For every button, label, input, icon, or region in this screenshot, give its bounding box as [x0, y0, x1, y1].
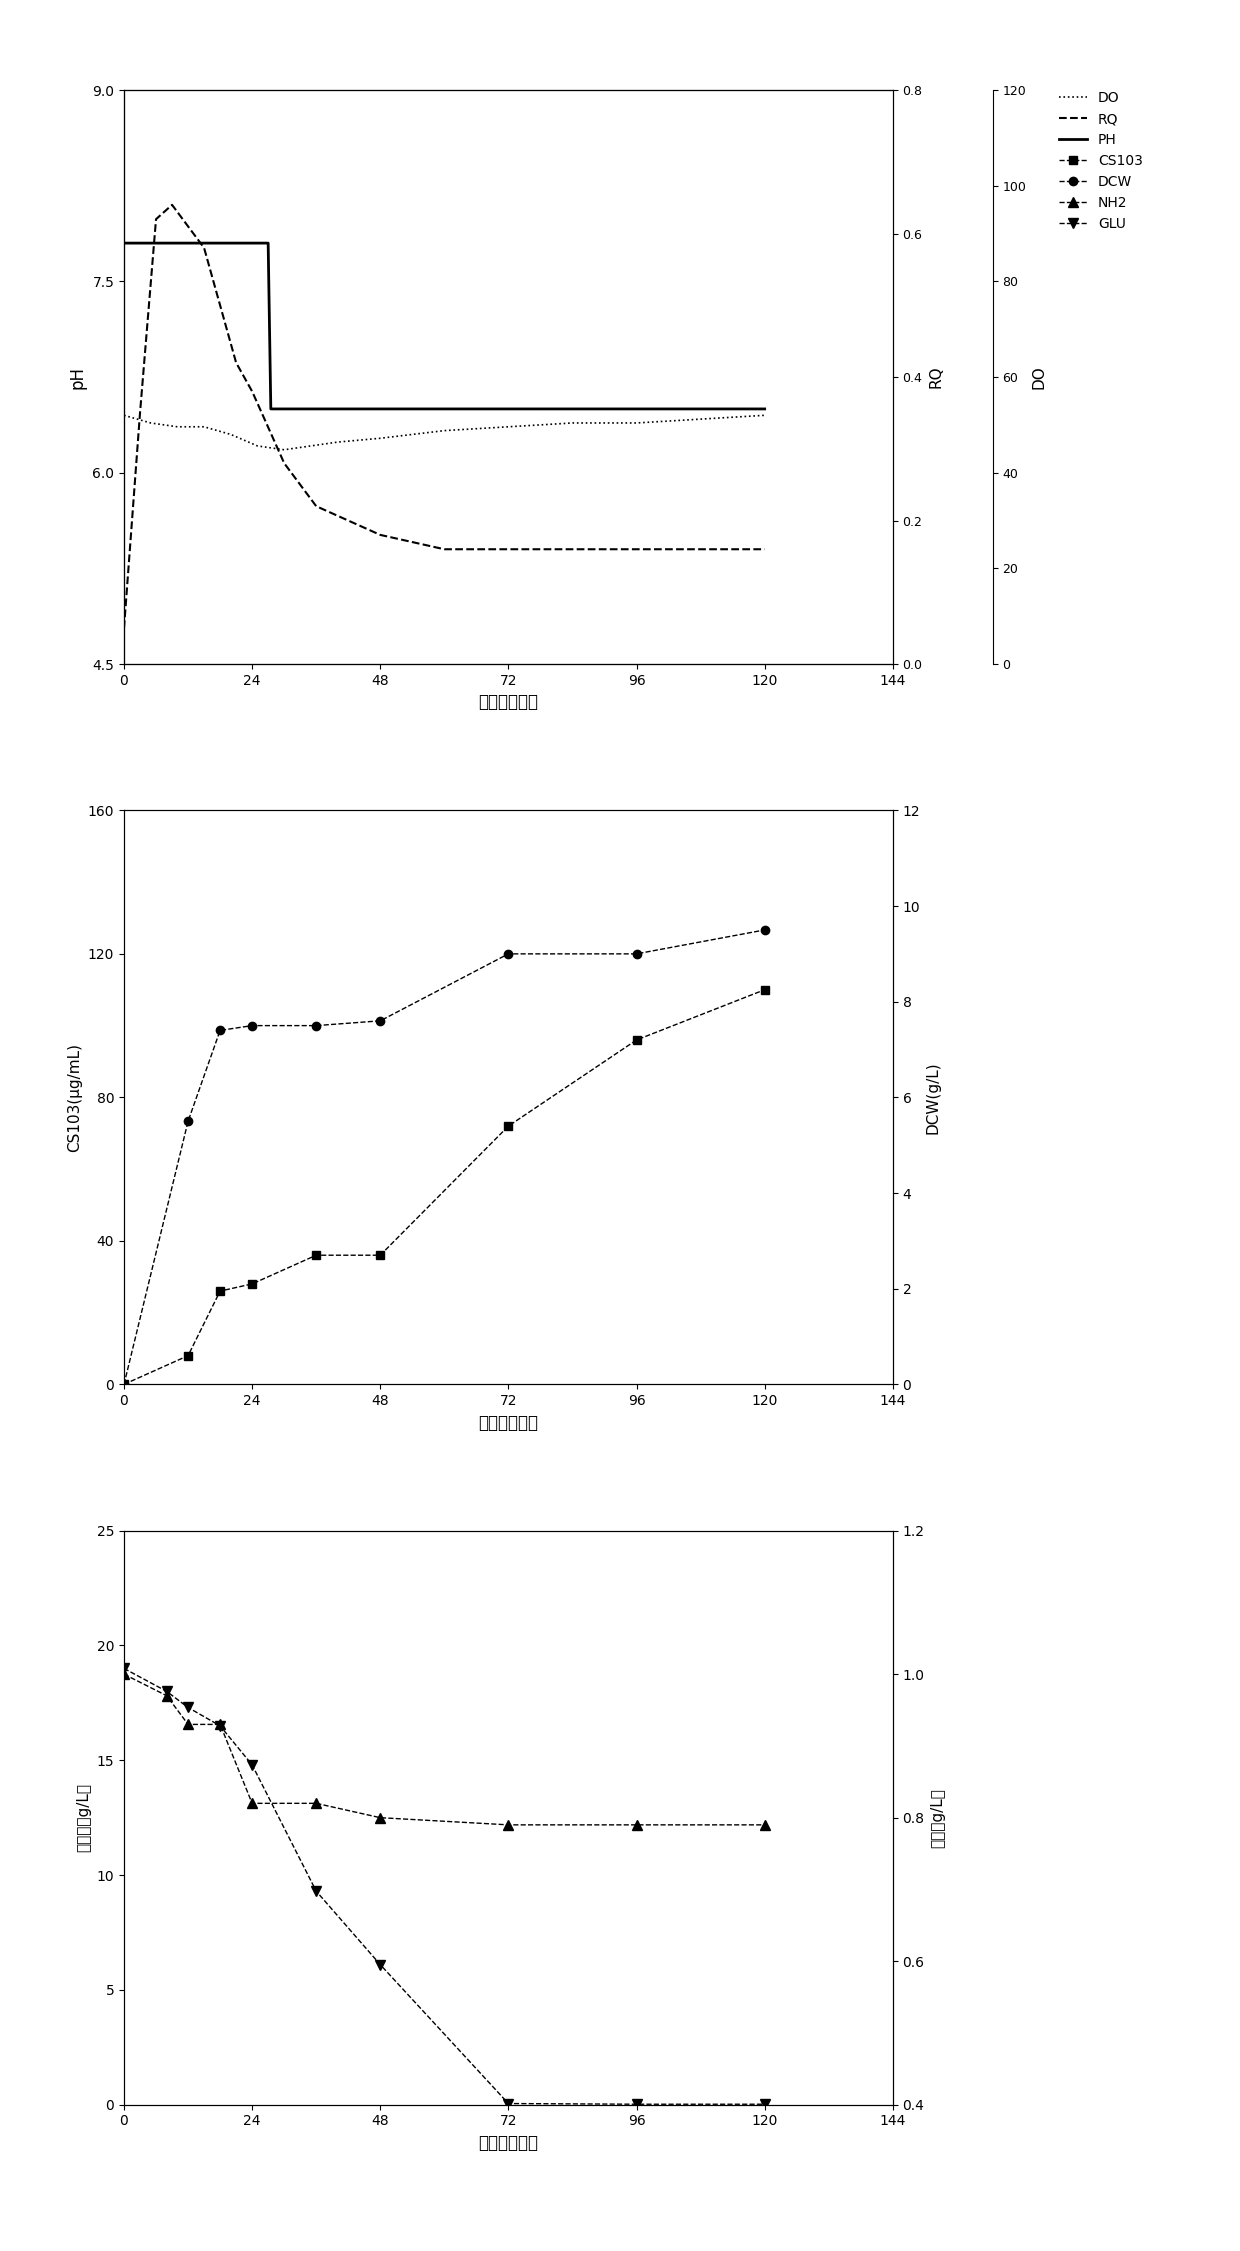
X-axis label: 时间（小时）: 时间（小时）: [479, 1414, 538, 1432]
Y-axis label: pH: pH: [68, 365, 87, 389]
NH2: [117, 1661, 131, 1688]
GLU: [629, 2091, 644, 2118]
CS103: [244, 1270, 259, 1297]
NH2: [373, 1805, 388, 1832]
GLU: [309, 1877, 324, 1904]
DO: [117, 403, 131, 430]
DCW: [629, 941, 644, 968]
RQ: [565, 536, 580, 563]
RQ: [244, 378, 259, 405]
Y-axis label: 葡萄糖（g/L）: 葡萄糖（g/L）: [76, 1783, 91, 1853]
NH2: [629, 1812, 644, 1839]
DCW: [117, 1371, 131, 1398]
RQ: [117, 615, 131, 642]
PH: [119, 230, 134, 257]
NH2: [181, 1711, 196, 1738]
RQ: [197, 234, 212, 261]
GLU: [213, 1713, 228, 1740]
DO: [436, 416, 451, 443]
RQ: [149, 205, 164, 232]
RQ: [693, 536, 708, 563]
DCW: [309, 1013, 324, 1040]
GLU: [117, 1654, 131, 1681]
GLU: [244, 1751, 259, 1778]
DO: [693, 405, 708, 432]
DCW: [501, 941, 516, 968]
Legend: DO, RQ, PH, CS103, DCW, NH2, GLU: DO, RQ, PH, CS103, DCW, NH2, GLU: [1054, 86, 1148, 236]
X-axis label: 时间（小时）: 时间（小时）: [479, 693, 538, 711]
Y-axis label: 氨氮（g/L）: 氨氮（g/L）: [930, 1787, 945, 1848]
DO: [197, 414, 212, 441]
DO: [170, 414, 185, 441]
GLU: [373, 1952, 388, 1979]
NH2: [758, 1812, 773, 1839]
RQ: [277, 450, 291, 477]
PH: [758, 396, 773, 423]
RQ: [213, 293, 228, 320]
Line: CS103: CS103: [120, 986, 769, 1389]
NH2: [213, 1711, 228, 1738]
CS103: [501, 1112, 516, 1139]
NH2: [501, 1812, 516, 1839]
RQ: [165, 191, 180, 218]
DO: [330, 428, 345, 455]
CS103: [181, 1342, 196, 1369]
GLU: [181, 1695, 196, 1722]
PH: [263, 396, 278, 423]
CS103: [213, 1279, 228, 1306]
GLU: [758, 2091, 773, 2118]
GLU: [501, 2089, 516, 2116]
Line: GLU: GLU: [119, 1663, 770, 2109]
RQ: [309, 493, 324, 520]
Y-axis label: CS103(μg/mL): CS103(μg/mL): [67, 1042, 82, 1153]
NH2: [309, 1790, 324, 1817]
NH2: [244, 1790, 259, 1817]
DO: [304, 432, 319, 459]
RQ: [228, 349, 243, 376]
CS103: [117, 1371, 131, 1398]
DO: [373, 425, 388, 452]
RQ: [758, 536, 773, 563]
Y-axis label: RQ: RQ: [928, 365, 944, 389]
CS103: [373, 1243, 388, 1270]
DCW: [373, 1008, 388, 1035]
RQ: [501, 536, 516, 563]
PH: [117, 230, 131, 257]
RQ: [133, 398, 148, 425]
DCW: [213, 1017, 228, 1044]
Line: DO: DO: [124, 416, 765, 450]
X-axis label: 时间（小时）: 时间（小时）: [479, 2134, 538, 2152]
DO: [144, 410, 159, 437]
DO: [223, 421, 238, 448]
Line: DCW: DCW: [120, 925, 769, 1389]
DCW: [244, 1013, 259, 1040]
CS103: [629, 1026, 644, 1053]
DO: [250, 432, 265, 459]
PH: [260, 230, 275, 257]
NH2: [159, 1681, 174, 1709]
DCW: [758, 916, 773, 943]
DO: [565, 410, 580, 437]
Line: PH: PH: [124, 243, 765, 410]
CS103: [758, 977, 773, 1004]
CS103: [309, 1243, 324, 1270]
DO: [629, 410, 644, 437]
Y-axis label: DCW(g/L): DCW(g/L): [926, 1060, 941, 1135]
RQ: [373, 522, 388, 549]
GLU: [159, 1677, 174, 1704]
DCW: [181, 1107, 196, 1135]
DO: [277, 437, 291, 464]
RQ: [629, 536, 644, 563]
RQ: [181, 214, 196, 241]
Y-axis label: DO: DO: [1032, 365, 1047, 389]
Line: RQ: RQ: [124, 205, 765, 628]
DO: [758, 403, 773, 430]
RQ: [436, 536, 451, 563]
DO: [501, 414, 516, 441]
Line: NH2: NH2: [119, 1670, 770, 1830]
